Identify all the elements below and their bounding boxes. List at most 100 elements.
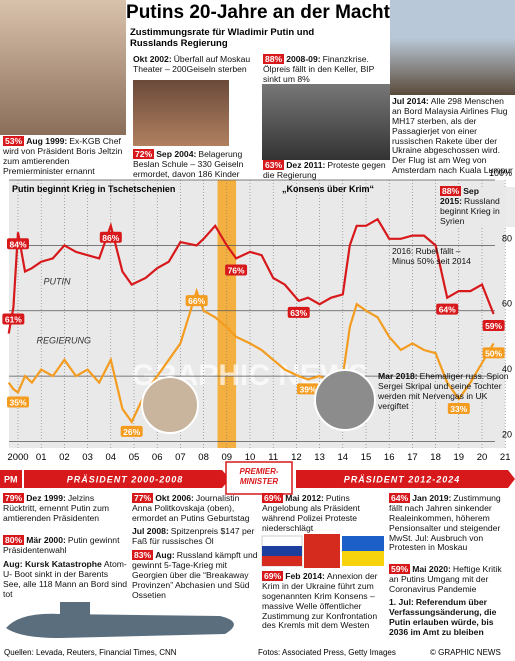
annotation: 80% Mär 2000: Putin gewinnt Präsidentenwah… — [3, 535, 128, 556]
x-tick-label: 09 — [222, 452, 233, 463]
annotation-text: Russland kämpft und gewinnt 5-Tage-Krieg… — [132, 550, 258, 600]
annotation-date: Mai 2020: — [412, 564, 451, 574]
value-label: 66% — [188, 296, 205, 306]
chart-note: 2016: Rubel fällt – Minus 50% seit 2014 — [392, 246, 471, 266]
period-label: PM — [4, 475, 18, 485]
value-label-box — [185, 295, 208, 307]
annotation: Mar 2018: Ehemaliger russ. Spion Sergei S… — [378, 371, 513, 412]
copyright: © GRAPHIC NEWS — [430, 648, 501, 657]
x-tick-label: 10 — [245, 452, 256, 463]
annotation: 77% Okt 2006: Journalistin Anna Politkovsk… — [132, 493, 258, 524]
annotation-text: Spitzenpreis $147 per Faß für russisches… — [132, 526, 255, 546]
x-tick-label: 15 — [361, 452, 372, 463]
x-tick-label: 07 — [175, 452, 186, 463]
value-label: 26% — [123, 427, 140, 437]
annotation: 83% Aug: Russland kämpft und gewinnt 5-Tag… — [132, 550, 258, 600]
annotation-date: 2008-09: — [286, 54, 321, 64]
annotation-text: Russland beginnt Krieg in Syrien — [440, 195, 500, 226]
value-label-box — [120, 425, 143, 437]
annotation: 64% Jan 2019: Zustimmung fällt nach Jahren… — [389, 493, 513, 553]
value-label: 61% — [5, 314, 22, 324]
x-tick-label: 06 — [152, 452, 163, 463]
badge: 64% — [389, 493, 411, 503]
photo-beslan — [133, 80, 229, 146]
legend-label: REGIERUNG — [37, 335, 92, 345]
y-tick-label: 20 — [502, 429, 512, 439]
annotation-date: Sep 2015: — [440, 186, 479, 206]
value-label-box — [225, 264, 248, 276]
value-label-box — [2, 313, 25, 325]
chart-note: „Konsens über Krim“ — [282, 184, 374, 194]
badge: 63% — [263, 160, 285, 170]
value-label: 86% — [102, 233, 119, 243]
annotation-date: Feb 2014: — [285, 571, 325, 581]
subtitle: Zustimmungsrate für Wladimir Putin und R… — [130, 27, 315, 49]
value-label-box — [99, 231, 122, 243]
x-tick-label: 17 — [407, 452, 418, 463]
x-tick-label: 11 — [268, 452, 278, 463]
badge: 80% — [3, 535, 25, 545]
value-label-box — [482, 320, 505, 331]
annotation-text: Zustimmung fällt nach Jahren sinkender R… — [389, 493, 501, 553]
annotation: Okt 2002: Überfall auf Moskau Theater – 2… — [133, 54, 261, 75]
period-bar — [296, 470, 515, 488]
annotation-text: Journalistin Anna Politkovskaja (oben), … — [132, 493, 250, 523]
badge: 83% — [132, 550, 154, 560]
annotation-date: Mär 2000: — [26, 535, 66, 545]
sources: Quellen: Levada, Reuters, Financial Time… — [4, 648, 177, 657]
value-label-box — [297, 383, 319, 395]
annotation-date: Aug: Kursk Katastrophe — [3, 559, 102, 569]
series-line — [7, 217, 495, 334]
x-tick-label: 02 — [59, 452, 70, 463]
value-label-box — [287, 306, 310, 318]
x-tick-label: 13 — [314, 452, 325, 463]
chart-note: Putin beginnt Krieg in Tschetschenien — [12, 184, 175, 194]
y-tick-label: 40 — [502, 364, 512, 374]
annotation-date: 1. Jul: — [389, 597, 414, 607]
x-tick-label: 12 — [291, 452, 302, 463]
photo-protest — [262, 84, 390, 160]
value-label: 50% — [485, 348, 502, 358]
annotation-date: Jul 2008: — [132, 526, 169, 536]
annotation: 53% Aug 1999: Ex-KGB Chef wird von Präside… — [3, 136, 127, 177]
x-tick-label: 2000 — [7, 452, 28, 463]
annotation-text: Belagerung Beslan Schule – 330 Geiseln e… — [133, 149, 244, 179]
badge: 79% — [3, 493, 25, 503]
annotation: Aug: Kursk Katastrophe Atom-U- Boot sinkt… — [3, 559, 128, 600]
flag-ukraine — [342, 536, 384, 551]
annotation: 69% Feb 2014: Annexion der Krim in der Ukr… — [262, 571, 386, 631]
submarine — [6, 613, 234, 638]
annotation-date: Mai 2012: — [285, 493, 324, 503]
value-label-box — [7, 238, 29, 250]
badge: 72% — [133, 149, 155, 159]
annotation-date: Jul 2014: — [392, 96, 429, 106]
photo-putin — [0, 0, 126, 135]
x-tick-label: 05 — [129, 452, 140, 463]
flag-ukraine — [342, 551, 384, 566]
annotation: Jul 2008: Spitzenpreis $147 per Faß für r… — [132, 526, 258, 547]
y-tick-label: 80 — [502, 233, 512, 243]
annotation-date: Okt 2006: — [155, 493, 194, 503]
flag-russia — [262, 546, 302, 556]
photo-skripal — [314, 369, 376, 431]
annotation: 69% Mai 2012: Putins Angelobung als Präsid… — [262, 493, 386, 534]
badge: 88% — [263, 54, 285, 64]
badge: 88% — [440, 186, 462, 196]
flag-crimea — [304, 534, 340, 568]
annotation-date: Okt 2002: — [133, 54, 172, 64]
annotation-date: Mar 2018: — [378, 371, 418, 381]
annotation-text: Überfall auf Moskau Theater – 200Geiseln… — [133, 54, 251, 74]
annotation-text: Referendum über Verfassungsänderung, die… — [389, 597, 497, 637]
annotation-text: Jelzins Rücktritt, ernennt Putin zum amt… — [3, 493, 110, 523]
x-tick-label: 20 — [477, 452, 488, 463]
x-tick-label: 03 — [82, 452, 93, 463]
y-tick-label: 60 — [502, 299, 512, 309]
value-label: 59% — [485, 321, 502, 331]
value-label-box — [7, 396, 29, 408]
badge: 77% — [132, 493, 154, 503]
period-box — [225, 461, 293, 495]
annotation-date: Jan 2019: — [412, 493, 452, 503]
x-tick-label: 08 — [198, 452, 209, 463]
photo-credits: Fotos: Associated Press, Getty Images — [258, 648, 396, 657]
